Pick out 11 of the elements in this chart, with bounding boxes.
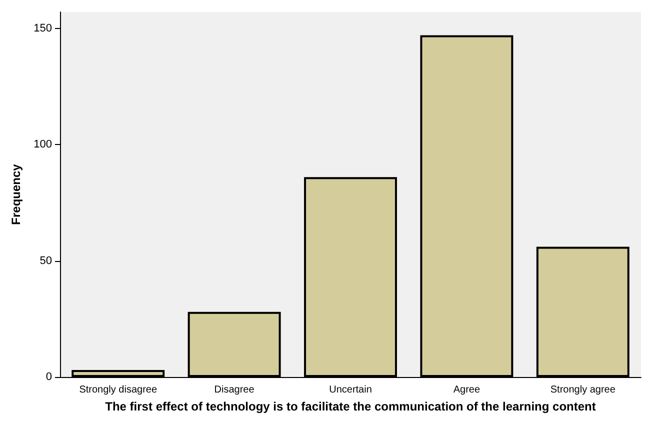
y-tick-label: 100 xyxy=(34,138,52,151)
x-axis-title: The first effect of technology is to facilitate the communication of the learning content xyxy=(105,399,596,414)
y-tick-label: 0 xyxy=(46,371,52,383)
x-tick-label: Strongly disagree xyxy=(79,384,158,396)
x-tick-label: Strongly agree xyxy=(550,384,616,396)
y-tick-label: 150 xyxy=(34,22,52,34)
y-axis-title: Frequency xyxy=(9,164,23,225)
x-tick-label: Uncertain xyxy=(329,384,372,396)
y-tick-label: 50 xyxy=(40,254,52,267)
x-tick-label: Disagree xyxy=(214,384,255,396)
x-tick-label: Agree xyxy=(453,384,480,396)
